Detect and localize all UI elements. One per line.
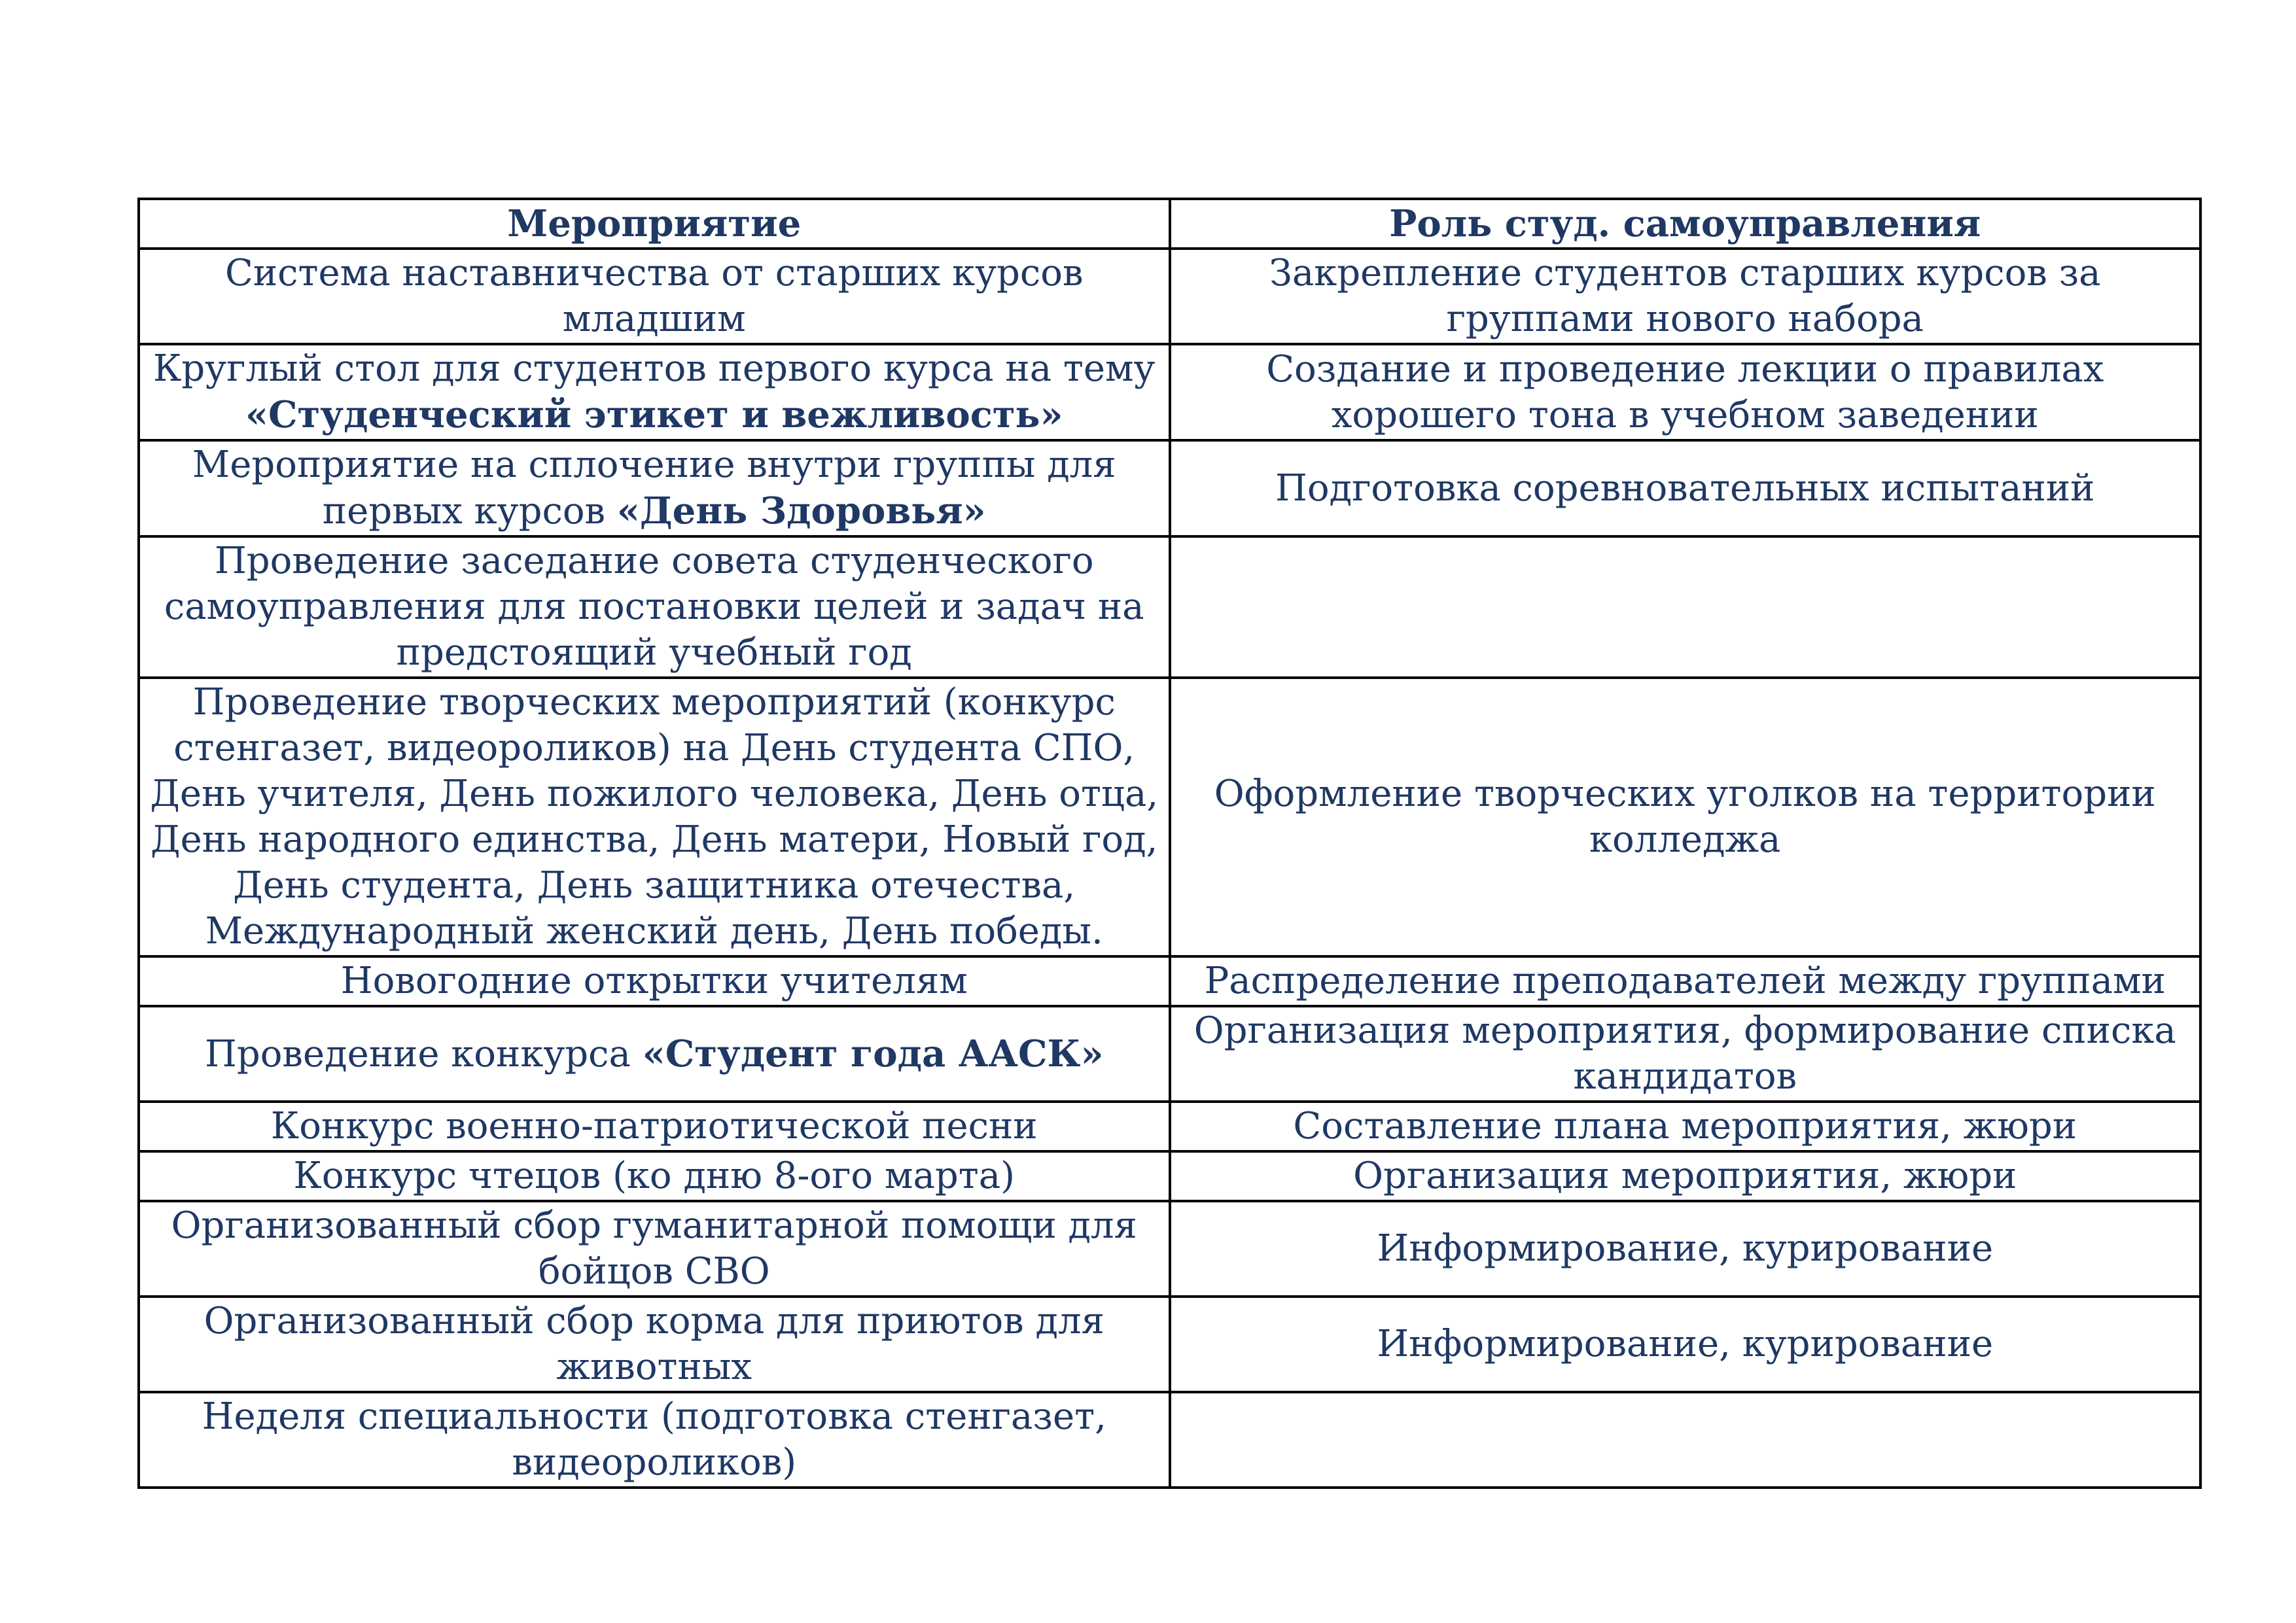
cell-text-segment: Составление плана мероприятия, жюри <box>1293 1105 2077 1147</box>
cell-text-segment: «Студенческий этикет и вежливость» <box>245 393 1063 436</box>
event-cell: Новогодние открытки учителям <box>137 955 1171 1007</box>
table-row: Конкурс чтецов (ко дню 8-ого марта) Орга… <box>137 1150 2202 1202</box>
cell-text-segment: Проведение конкурса <box>205 1032 643 1075</box>
event-cell: Проведение конкурса «Студент года ААСК» <box>137 1005 1171 1103</box>
cell-text-segment: Круглый стол для студентов первого курса… <box>152 347 1156 390</box>
table-row: Мероприятие на сплочение внутри группы д… <box>137 439 2202 538</box>
role-cell: Закрепление студентов старших курсов за … <box>1168 247 2202 345</box>
cell-text-segment: Организованный сбор корма для приютов дл… <box>203 1300 1104 1388</box>
role-cell: Составление плана мероприятия, жюри <box>1168 1100 2202 1153</box>
cell-text-segment: Новогодние открытки учителям <box>340 960 968 1002</box>
table-row: Проведение конкурса «Студент года ААСК» … <box>137 1005 2202 1103</box>
cell-text-segment: Закрепление студентов старших курсов за … <box>1269 252 2101 340</box>
table-row: Проведение заседание совета студенческог… <box>137 535 2202 679</box>
cell-text-segment: Конкурс военно-патриотической песни <box>270 1105 1038 1147</box>
table-header: Мероприятие Роль студ. самоуправления <box>137 198 2202 250</box>
event-cell: Организованный сбор корма для приютов дл… <box>137 1295 1171 1393</box>
table-row: Организованный сбор корма для приютов дл… <box>137 1295 2202 1393</box>
cell-text-segment: Распределение преподавателей между групп… <box>1204 960 2166 1002</box>
cell-text-segment: Информирование, курирование <box>1377 1227 1994 1270</box>
event-cell: Проведение творческих мероприятий (конку… <box>137 676 1171 958</box>
cell-text-segment: Создание и проведение лекции о правилах … <box>1266 347 2104 436</box>
role-cell: Организация мероприятия, формирование сп… <box>1168 1005 2202 1103</box>
event-cell: Система наставничества от старших курсов… <box>137 247 1171 345</box>
column-header-role: Роль студ. самоуправления <box>1168 198 2202 250</box>
table-row: Организованный сбор гуманитарной помощи … <box>137 1200 2202 1298</box>
table-row: Система наставничества от старших курсов… <box>137 247 2202 345</box>
table-row: Круглый стол для студентов первого курса… <box>137 343 2202 442</box>
table-row: Неделя специальности (подготовка стенгаз… <box>137 1391 2202 1489</box>
cell-text-segment: Проведение заседание совета студенческог… <box>164 540 1144 674</box>
role-cell <box>1168 535 2202 679</box>
event-cell: Конкурс чтецов (ко дню 8-ого марта) <box>137 1150 1171 1202</box>
cell-text-segment: Организация мероприятия, жюри <box>1353 1155 2017 1197</box>
event-cell: Организованный сбор гуманитарной помощи … <box>137 1200 1171 1298</box>
role-cell: Распределение преподавателей между групп… <box>1168 955 2202 1007</box>
role-cell <box>1168 1391 2202 1489</box>
cell-text-segment: Конкурс чтецов (ко дню 8-ого марта) <box>293 1155 1015 1197</box>
cell-text-segment: Организация мероприятия, формирование сп… <box>1193 1009 2176 1098</box>
cell-text-segment: Информирование, курирование <box>1377 1323 1994 1365</box>
role-cell: Информирование, курирование <box>1168 1200 2202 1298</box>
column-header-event: Мероприятие <box>137 198 1171 250</box>
role-cell: Создание и проведение лекции о правилах … <box>1168 343 2202 442</box>
role-cell: Подготовка соревновательных испытаний <box>1168 439 2202 538</box>
cell-text-segment: Организованный сбор гуманитарной помощи … <box>171 1204 1137 1293</box>
cell-text-segment: Мероприятие на сплочение внутри группы д… <box>192 444 1116 532</box>
table-row: Конкурс военно-патриотической песни Сост… <box>137 1100 2202 1153</box>
cell-text-segment: Проведение творческих мероприятий (конку… <box>150 681 1159 952</box>
event-cell: Неделя специальности (подготовка стенгаз… <box>137 1391 1171 1489</box>
role-cell: Организация мероприятия, жюри <box>1168 1150 2202 1202</box>
header-row: Мероприятие Роль студ. самоуправления <box>137 198 2202 250</box>
cell-text-segment: Система наставничества от старших курсов… <box>225 252 1084 340</box>
table-row: Новогодние открытки учителям Распределен… <box>137 955 2202 1007</box>
table-body: Система наставничества от старших курсов… <box>137 247 2202 1489</box>
cell-text-segment: Оформление творческих уголков на террито… <box>1214 773 2156 861</box>
cell-text-segment: «День Здоровья» <box>616 489 986 532</box>
role-cell: Информирование, курирование <box>1168 1295 2202 1393</box>
cell-text-segment: «Студент года ААСК» <box>642 1032 1104 1075</box>
cell-text-segment: Неделя специальности (подготовка стенгаз… <box>202 1395 1106 1484</box>
cell-text-segment: Подготовка соревновательных испытаний <box>1275 466 2095 510</box>
event-cell: Мероприятие на сплочение внутри группы д… <box>137 439 1171 538</box>
event-cell: Проведение заседание совета студенческог… <box>137 535 1171 679</box>
events-table: Мероприятие Роль студ. самоуправления Си… <box>137 198 2202 1489</box>
event-cell: Конкурс военно-патриотической песни <box>137 1100 1171 1153</box>
table-row: Проведение творческих мероприятий (конку… <box>137 676 2202 958</box>
role-cell: Оформление творческих уголков на террито… <box>1168 676 2202 958</box>
event-cell: Круглый стол для студентов первого курса… <box>137 343 1171 442</box>
